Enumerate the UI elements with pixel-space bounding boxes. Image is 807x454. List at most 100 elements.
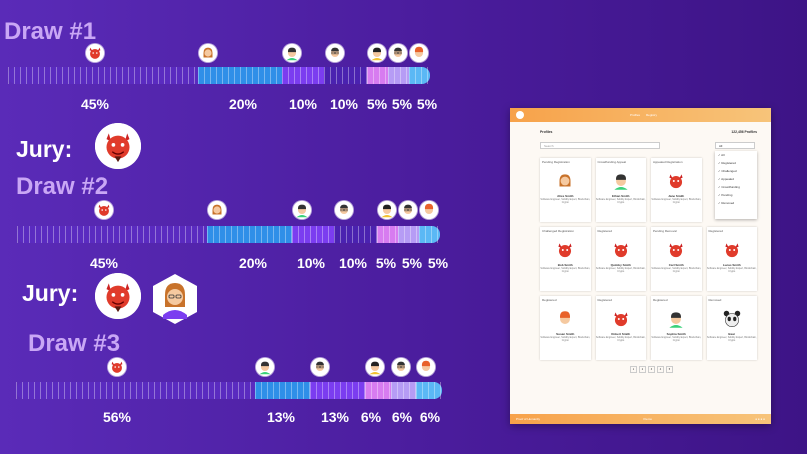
page-button[interactable]: 5 [666,366,673,373]
profile-card[interactable]: Registered Sophia Smith Software Engineer,… [651,296,702,360]
nav-profiles[interactable]: Profiles [630,113,641,117]
percent-label: 6% [360,409,382,425]
percent-label: 20% [238,255,268,271]
card-avatar [720,308,743,330]
filter-option[interactable]: ✓ Removed [718,201,735,205]
profile-card[interactable]: Removed Bear Software Engineer, Solidity E… [706,296,757,360]
card-avatar [554,239,577,261]
bar-segment [366,67,388,84]
profiles-count: 122,456 Profiles [731,130,757,134]
card-name: Alice Smith [557,194,574,198]
profile-card[interactable]: Pending Registration Alice Smith Software … [540,158,591,222]
profile-card[interactable]: Registered Lucas Smith Software Engineer, … [706,227,757,291]
footer-mid: Kleros [643,417,652,421]
card-description: Software Engineer, Solidity Expert, Bloc… [651,267,702,273]
filter-option[interactable]: ✓ Appealed [718,177,734,181]
bar-segment [365,382,391,399]
candidate-avatar[interactable] [417,358,436,376]
card-avatar [665,170,688,192]
page-button[interactable]: 1 [630,366,637,373]
bar-segment [309,382,366,399]
app-footer: Proof of Humanity Kleros ● ● ● ● [510,414,771,424]
candidate-avatar[interactable] [388,44,407,62]
percent-label: 10% [329,96,359,112]
card-name: Susan Smith [556,332,575,336]
filter-select[interactable]: All [715,142,755,149]
candidate-avatar[interactable] [335,201,354,219]
page-button[interactable]: 4 [657,366,664,373]
filter-option[interactable]: ✓ Registered [718,161,736,165]
profile-card[interactable]: Challenged Registration Bob Smith Software… [540,227,591,291]
card-status: Registered [597,229,613,233]
search-input[interactable]: Search [540,142,660,149]
candidate-avatar[interactable] [377,201,396,219]
candidate-avatar[interactable] [95,201,113,219]
jury-avatar-woman[interactable] [151,273,199,325]
percent-label: 56% [102,409,132,425]
footer-left: Proof of Humanity [516,417,541,421]
card-status: Pending Registration [542,160,570,164]
bar-segment [334,226,377,243]
percent-label: 10% [296,255,326,271]
candidate-avatar[interactable] [409,44,428,62]
card-name: Carl Smith [668,263,684,267]
vote-bar [16,382,442,399]
bar-segment [376,226,398,243]
percent-label: 10% [288,96,318,112]
candidate-avatar[interactable] [310,358,329,376]
page-button[interactable]: 3 [648,366,655,373]
candidate-avatar[interactable] [367,44,386,62]
card-description: Software Engineer, Solidity Expert, Bloc… [651,336,702,342]
candidate-avatar[interactable] [366,358,385,376]
profile-card[interactable]: Registered Quimby Smith Software Engineer,… [595,227,646,291]
bar-segment [282,67,325,84]
card-avatar [609,308,632,330]
candidate-avatar[interactable] [283,44,302,62]
candidate-avatar[interactable] [419,201,438,219]
card-description: Software Engineer, Solidity Expert, Bloc… [540,198,591,204]
candidate-avatar[interactable] [292,201,311,219]
card-description: Software Engineer, Solidity Expert, Bloc… [595,336,646,342]
candidate-avatar[interactable] [391,358,410,376]
candidate-avatar[interactable] [398,201,417,219]
percent-label: 6% [419,409,441,425]
candidate-avatar[interactable] [255,358,274,376]
jury-label: Jury: [22,280,79,306]
profile-card[interactable]: Pending Removal Carl Smith Software Engine… [651,227,702,291]
card-avatar [554,170,577,192]
card-status: Challenged Registration [542,229,575,233]
bar-segment [397,226,419,243]
candidate-avatar[interactable] [198,44,217,62]
jury-avatar-devil[interactable] [95,273,141,319]
candidate-avatar[interactable] [86,44,104,62]
page-button[interactable]: 2 [639,366,646,373]
card-status: Registered [653,298,668,302]
card-description: Software Engineer, Solidity Expert, Bloc… [540,336,591,342]
card-avatar [554,308,577,330]
card-status: Registered [597,298,613,302]
vote-bar [8,67,430,84]
profile-card[interactable]: Registered Susan Smith Software Engineer, … [540,296,591,360]
bar-segment [390,382,417,399]
candidate-avatar[interactable] [108,358,126,376]
filter-option[interactable]: ✓ Challenged [718,169,737,173]
card-name: Lucas Smith [722,263,741,267]
nav-registry[interactable]: Registry [646,113,658,117]
profile-card[interactable]: Crowdfunding Appeal Ethan Smith Software E… [595,158,646,222]
jury-avatar-devil[interactable] [95,123,141,169]
bar-segment [254,382,311,399]
bar-segment [324,67,367,84]
filter-option[interactable]: ✓ Pending [718,193,733,197]
filter-dropdown[interactable]: ✓ All ✓ Registered ✓ Challenged ✓ Appealed ✓… [715,151,757,219]
candidate-avatar[interactable] [208,201,227,219]
profile-card[interactable]: Registered Robert Smith Software Engineer,… [595,296,646,360]
card-description: Software Engineer, Solidity Expert, Bloc… [706,267,757,273]
filter-option[interactable]: ✓ Crowdfunding [718,185,740,189]
profile-card[interactable]: Appealed Registration Jane Smith Software … [651,158,702,222]
candidate-avatar[interactable] [325,44,344,62]
card-status: Crowdfunding Appeal [597,160,627,164]
card-name: Bear [728,332,736,336]
percent-label: 13% [320,409,350,425]
card-description: Software Engineer, Solidity Expert, Bloc… [651,198,702,204]
filter-option[interactable]: ✓ All [718,153,725,157]
